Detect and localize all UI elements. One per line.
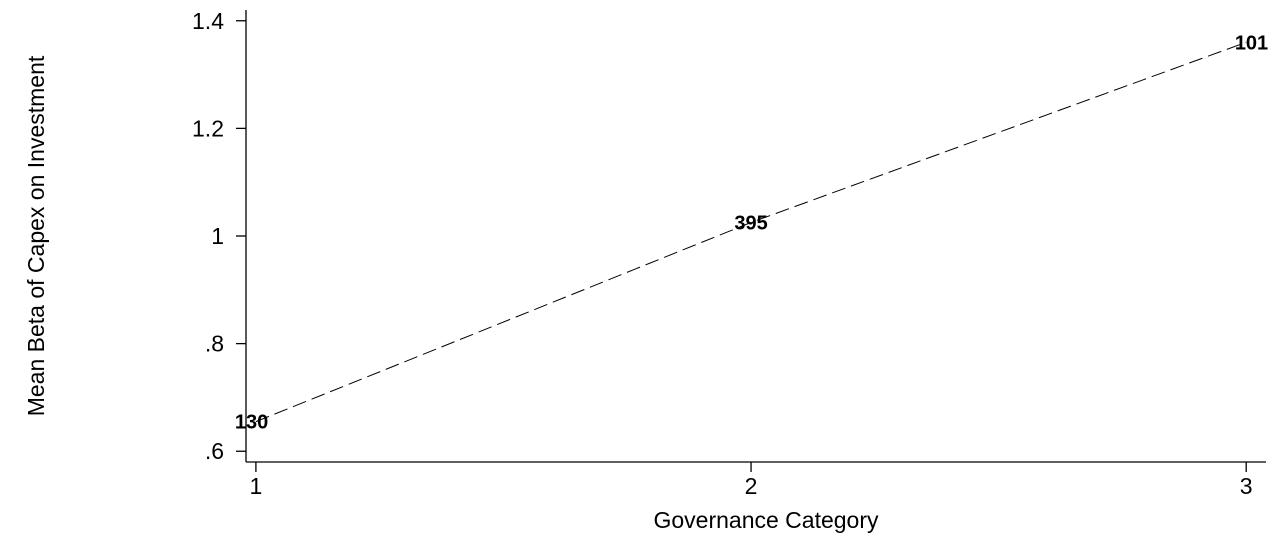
- y-axis: .6 .8 1 1.2 1.4: [192, 8, 247, 464]
- y-tick-label: 1: [211, 223, 224, 249]
- y-tick-label: 1.2: [192, 115, 224, 141]
- series-layer: [255, 41, 1247, 423]
- y-tick-label: .8: [205, 331, 224, 357]
- x-tick-label: 1: [250, 473, 263, 499]
- data-label-layer: 130 395 101: [235, 32, 1268, 433]
- x-tick-label: 3: [1240, 473, 1253, 499]
- x-axis: 1 2 3: [246, 461, 1266, 499]
- y-tick-label: 1.4: [192, 8, 224, 34]
- y-tick-label: .6: [205, 438, 224, 464]
- y-axis-title: Mean Beta of Capex on Investment: [23, 55, 49, 416]
- series-line: [255, 41, 1247, 423]
- data-label: 101: [1235, 32, 1268, 54]
- data-label: 130: [235, 412, 268, 434]
- data-label: 395: [734, 213, 767, 235]
- x-axis-title: Governance Category: [653, 507, 879, 533]
- x-tick-label: 2: [745, 473, 758, 499]
